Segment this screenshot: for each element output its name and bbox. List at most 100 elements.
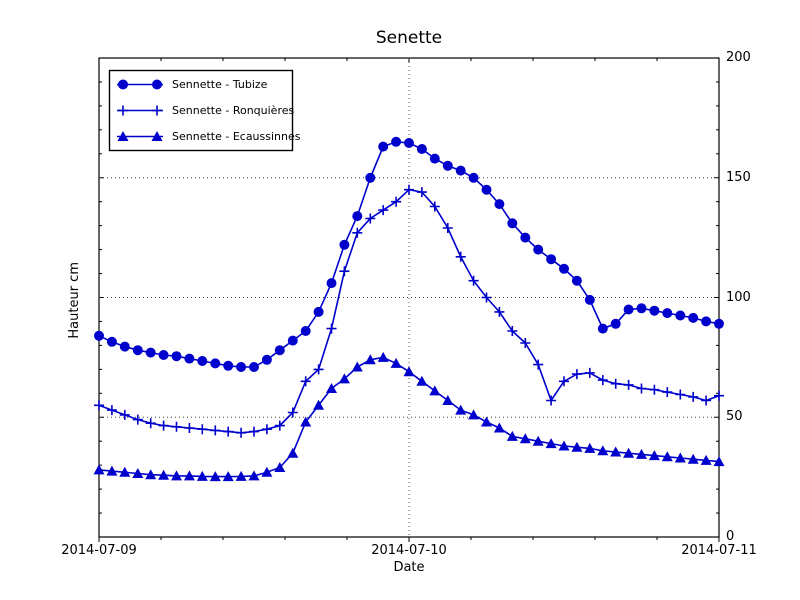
circle-marker-icon bbox=[429, 153, 440, 164]
y-tick-label: 150 bbox=[726, 169, 751, 185]
plus-marker-icon bbox=[649, 384, 660, 395]
circle-marker-icon bbox=[636, 303, 647, 314]
plus-marker-icon bbox=[378, 205, 389, 216]
triangle-marker-icon bbox=[442, 395, 454, 405]
plus-marker-icon bbox=[623, 379, 634, 390]
circle-marker-icon bbox=[223, 360, 234, 371]
plus-marker-icon bbox=[197, 424, 208, 435]
triangle-marker-icon bbox=[610, 446, 622, 457]
triangle-marker-icon bbox=[93, 464, 105, 475]
plus-marker-icon bbox=[610, 378, 621, 389]
series-markers-2 bbox=[93, 351, 725, 482]
triangle-marker-icon bbox=[300, 416, 312, 427]
circle-marker-icon bbox=[145, 347, 156, 358]
x-tick-label: 2014-07-10 bbox=[371, 543, 447, 558]
plus-marker-icon bbox=[106, 405, 117, 416]
circle-marker-icon bbox=[404, 138, 414, 148]
circle-marker-icon bbox=[210, 358, 221, 369]
triangle-marker-icon bbox=[313, 399, 325, 410]
circle-marker-icon bbox=[352, 211, 363, 222]
triangle-marker-icon bbox=[713, 456, 725, 467]
plus-marker-icon bbox=[701, 395, 712, 406]
plus-marker-icon bbox=[145, 418, 156, 429]
triangle-marker-icon bbox=[287, 447, 299, 458]
circle-marker-icon bbox=[623, 304, 634, 315]
plus-marker-icon bbox=[391, 196, 402, 207]
circle-marker-icon bbox=[119, 341, 130, 352]
plus-marker-icon bbox=[507, 326, 518, 336]
triangle-marker-icon bbox=[151, 131, 163, 141]
triangle-marker-icon bbox=[429, 385, 441, 396]
circle-marker-icon bbox=[610, 318, 621, 329]
circle-marker-icon bbox=[249, 362, 259, 372]
plus-marker-icon bbox=[249, 426, 259, 437]
triangle-marker-icon bbox=[338, 373, 350, 384]
triangle-marker-icon bbox=[700, 454, 712, 465]
triangle-marker-icon bbox=[519, 433, 531, 444]
triangle-marker-icon bbox=[481, 416, 492, 427]
chart-title: Senette bbox=[375, 28, 443, 48]
circle-marker-icon bbox=[365, 172, 376, 183]
plus-marker-icon bbox=[481, 292, 492, 303]
circle-marker-icon bbox=[662, 308, 673, 319]
circle-marker-icon bbox=[533, 244, 544, 255]
triangle-marker-icon bbox=[468, 409, 480, 420]
triangle-marker-icon bbox=[493, 422, 505, 433]
plus-marker-icon bbox=[662, 387, 673, 398]
legend-entry-label: Sennette - Tubize bbox=[172, 78, 268, 91]
circle-marker-icon bbox=[197, 356, 208, 366]
plus-marker-icon bbox=[171, 421, 182, 432]
circle-marker-icon bbox=[236, 362, 247, 372]
triangle-marker-icon bbox=[674, 452, 686, 463]
triangle-marker-icon bbox=[584, 442, 596, 453]
legend-entry-label: Sennette - Ecaussinnes bbox=[172, 130, 301, 143]
x-axis-label: Date bbox=[393, 560, 425, 575]
plus-marker-icon bbox=[210, 425, 221, 436]
circle-marker-icon bbox=[688, 312, 699, 323]
triangle-marker-icon bbox=[158, 469, 170, 480]
circle-marker-icon bbox=[391, 136, 402, 147]
triangle-marker-icon bbox=[351, 361, 363, 372]
circle-marker-icon bbox=[442, 160, 453, 171]
plus-marker-icon bbox=[455, 251, 466, 262]
triangle-marker-icon bbox=[106, 465, 118, 476]
series-markers-0 bbox=[94, 136, 724, 372]
triangle-marker-icon bbox=[390, 357, 402, 368]
circle-marker-icon bbox=[416, 144, 427, 154]
circle-marker-icon bbox=[261, 354, 272, 365]
triangle-marker-icon bbox=[196, 470, 208, 481]
series-markers-1 bbox=[94, 184, 724, 438]
circle-marker-icon bbox=[559, 263, 569, 274]
triangle-marker-icon bbox=[132, 468, 144, 478]
circle-marker-icon bbox=[455, 165, 466, 176]
x-tick-label: 2014-07-09 bbox=[61, 543, 137, 558]
plus-marker-icon bbox=[559, 376, 569, 387]
plus-marker-icon bbox=[352, 227, 363, 238]
triangle-marker-icon bbox=[235, 470, 247, 481]
circle-marker-icon bbox=[132, 345, 143, 356]
plus-marker-icon bbox=[442, 223, 453, 233]
plus-marker-icon bbox=[584, 367, 595, 378]
triangle-marker-icon bbox=[117, 131, 129, 141]
circle-marker-icon bbox=[468, 172, 479, 183]
circle-marker-icon bbox=[520, 232, 531, 243]
circle-marker-icon bbox=[571, 275, 582, 286]
plus-marker-icon bbox=[636, 383, 647, 394]
circle-marker-icon bbox=[106, 336, 117, 347]
circle-marker-icon bbox=[300, 326, 311, 336]
legend: Sennette - Tubize Sennette - Ronquières Se… bbox=[108, 69, 301, 152]
plus-marker-icon bbox=[494, 306, 505, 317]
triangle-marker-icon bbox=[145, 469, 157, 480]
plus-marker-icon bbox=[94, 400, 104, 411]
circle-marker-icon bbox=[184, 353, 195, 364]
plus-marker-icon bbox=[365, 213, 376, 224]
plus-marker-icon bbox=[132, 414, 143, 425]
plus-marker-icon bbox=[520, 338, 531, 348]
triangle-marker-icon bbox=[274, 462, 286, 472]
plus-marker-icon bbox=[429, 201, 440, 212]
triangle-marker-icon bbox=[119, 466, 131, 477]
plus-marker-icon bbox=[404, 184, 414, 195]
plus-marker-icon bbox=[533, 359, 544, 370]
y-tick-label: 0 bbox=[726, 529, 735, 544]
